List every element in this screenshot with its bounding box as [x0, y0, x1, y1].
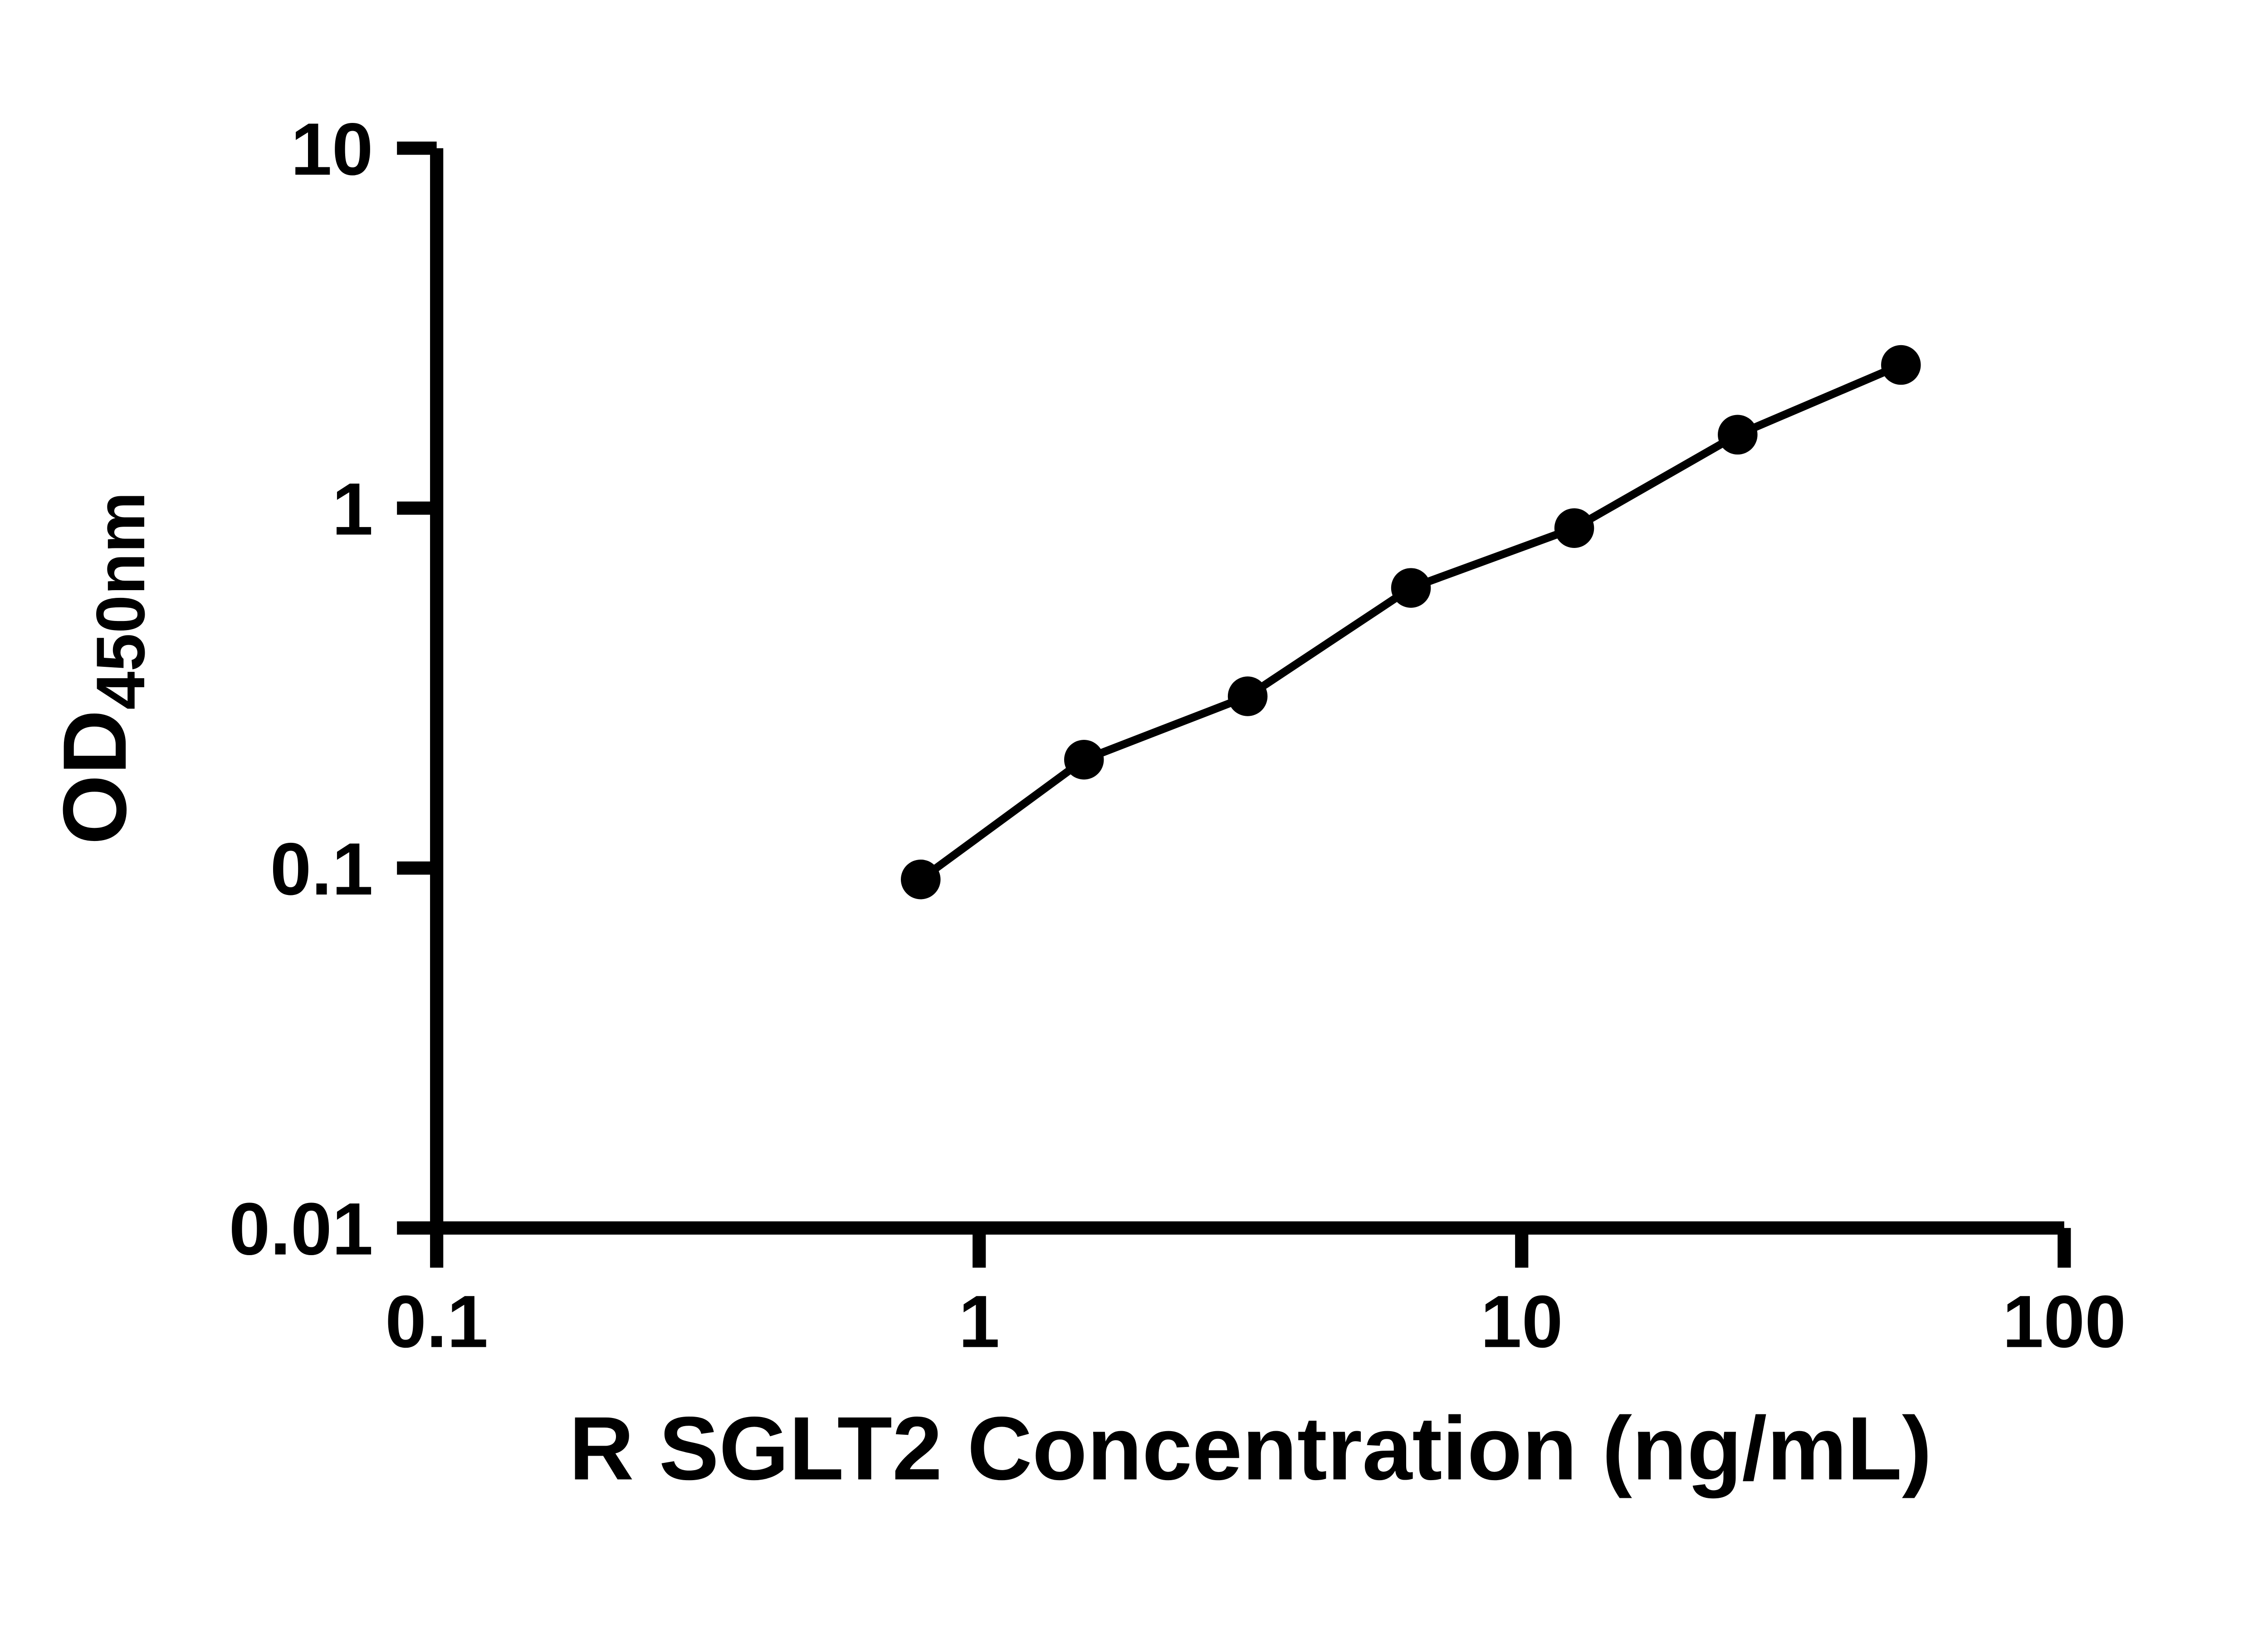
x-tick-label: 100: [2002, 1280, 2126, 1363]
data-point: [1227, 676, 1268, 716]
y-tick-label: 10: [291, 108, 373, 191]
data-point: [1718, 415, 1758, 455]
y-tick-label: 0.1: [270, 827, 373, 910]
data-point: [900, 859, 941, 900]
x-tick-label: 1: [958, 1280, 1000, 1363]
standard-curve-chart: 0.1 1 10 100 0.01 0.1 1 10 R SGLT2 Concentration…: [44, 108, 2126, 1499]
x-tick-label: 0.1: [385, 1280, 488, 1363]
data-point: [1064, 739, 1104, 780]
x-axis-title: R SGLT2 Concentration (ng/mL): [569, 1398, 1932, 1499]
data-point: [1554, 508, 1594, 548]
data-point: [1391, 568, 1431, 608]
data-point: [1881, 345, 1921, 385]
x-tick-label: 10: [1481, 1280, 1563, 1363]
y-axis-title: OD450nm: [44, 492, 159, 845]
y-tick-label: 1: [332, 468, 373, 551]
y-tick-label: 0.01: [229, 1187, 373, 1270]
